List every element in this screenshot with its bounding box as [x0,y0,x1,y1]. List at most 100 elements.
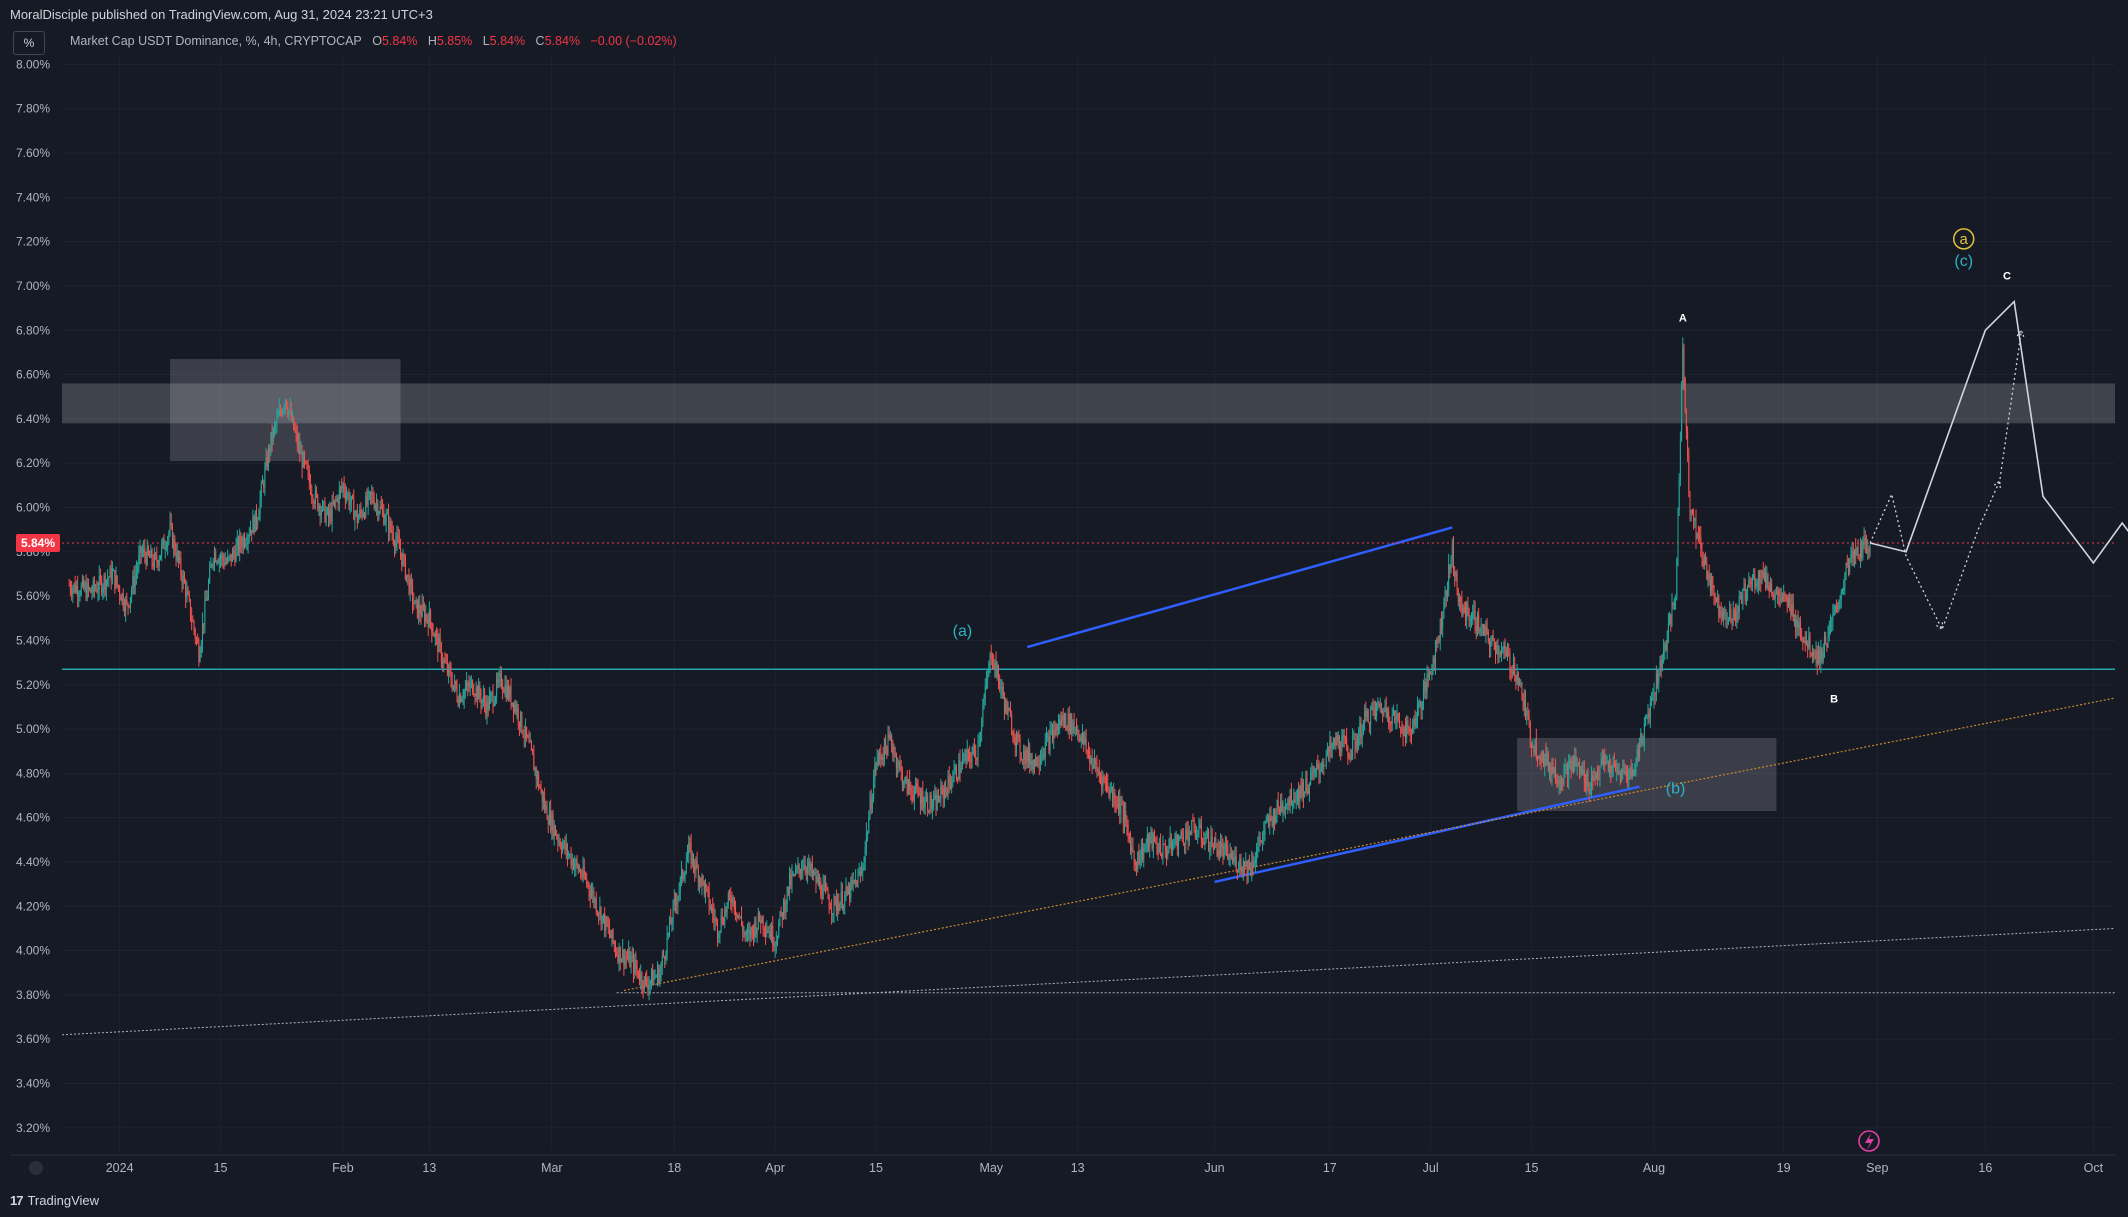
candle-body [656,968,658,977]
candle-body [706,885,708,888]
candle-body [359,509,361,517]
candle-body [691,853,693,864]
candle-body [222,554,224,560]
candle-body [1490,641,1492,648]
candle-body [1260,840,1262,842]
candle-body [1493,640,1495,650]
unit-toggle-button[interactable]: % [13,31,45,55]
candle-body [445,662,447,664]
candle-body [504,684,506,693]
price-tag-label: 5.84% [21,536,55,550]
candle-body [647,984,649,990]
change-value: −0.00 (−0.02%) [590,34,677,48]
candle-body [1550,766,1552,776]
candle-body [1317,764,1319,769]
candle-body [1532,746,1534,748]
candle-body [398,540,400,549]
candle-body [803,864,805,870]
candle-body [1683,345,1685,379]
candle-body [211,564,213,566]
candle-body [918,793,920,796]
candle-body [859,872,861,875]
candle-body [954,766,956,771]
candle-body [140,546,142,554]
candle-body [1124,811,1126,823]
candle-body [1861,541,1863,558]
candle-body [705,885,707,895]
candle-body [1743,583,1745,589]
candle-body [1449,564,1451,570]
candle-body [1204,839,1206,845]
candle-body [1491,635,1493,642]
candle-body [1457,590,1459,602]
candle-body [397,534,399,541]
candle-body [900,766,902,771]
candle-body [1677,510,1679,561]
candle-body [1130,839,1132,853]
candle-body [1672,603,1674,606]
candle-body [1634,769,1636,776]
candle-body [1222,847,1224,858]
candle-body [1145,844,1147,847]
candle-body [1075,728,1077,732]
high-label: H [427,34,437,48]
candle-body [953,770,955,781]
candle-body [1482,626,1484,628]
candle-body [946,790,948,796]
candle-body [1613,762,1615,767]
candle-body [1254,860,1256,863]
candle-body [532,749,534,755]
candle-body [1112,787,1114,798]
candle-body [1228,857,1230,860]
candle-body [342,484,344,489]
candle-body [1675,599,1677,601]
candle-body [571,859,573,866]
candle-body [945,788,947,791]
candle-body [1329,741,1331,752]
candle-body [438,638,440,653]
candle-body [1724,609,1726,612]
candle-body [1576,764,1578,767]
candle-body [963,757,965,759]
candle-body [668,918,670,933]
candle-body [1218,849,1220,856]
candle-body [239,536,241,552]
candle-body [389,520,391,533]
y-axis[interactable]: 8.00%7.80%7.60%7.40%7.20%7.00%6.80%6.60%… [16,57,50,1134]
candle-body [990,653,992,660]
candle-body [1248,860,1250,870]
candle-body [376,503,378,505]
candle-body [1458,597,1460,602]
candle-body [1032,760,1034,769]
x-axis[interactable]: 2024 15 Feb 13 Mar 18 Apr 15 May 13 Jun 17 Jul 15 Aug 1… [10,1154,2115,1175]
y-tick-label: 3.60% [16,1032,50,1046]
candle-body [464,688,466,691]
candle-body [194,630,196,639]
candle-body [1555,767,1557,779]
candle-body [1726,622,1728,624]
candle-body [1462,607,1464,615]
candle-body [1330,741,1332,749]
candle-body [1314,768,1316,770]
candle-body [1511,671,1513,673]
candle-body [395,541,397,548]
candle-body [623,949,625,966]
candle-body [1779,596,1781,602]
candle-body [134,574,136,588]
candle-body [648,984,650,990]
candle-body [1017,734,1019,736]
candle-body [1353,738,1355,740]
candle-body [1269,815,1271,826]
candle-body [1569,760,1571,762]
candle-body [798,864,800,870]
brand-text: TradingView [27,1193,100,1208]
candle-body [169,521,171,533]
candle-body [241,544,243,548]
candle-body [517,707,519,723]
tradingview-logo[interactable]: 17 TradingView [10,1193,99,1208]
candle-body [1802,637,1804,643]
candle-body [560,847,562,852]
candle-body [427,619,429,628]
candle-body [523,736,525,738]
